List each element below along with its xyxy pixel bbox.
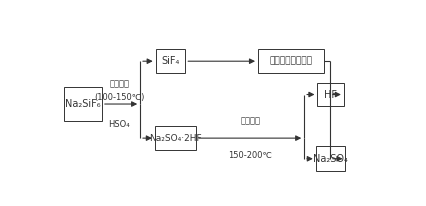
Text: Na₂SO₄·2HF: Na₂SO₄·2HF [149,134,202,143]
FancyBboxPatch shape [155,126,196,150]
FancyBboxPatch shape [258,49,324,74]
Text: HF: HF [324,90,337,99]
Text: 去综化、收集系统: 去综化、收集系统 [270,57,312,66]
Text: 加热反应: 加热反应 [109,79,130,88]
Text: Na₂SO₄: Na₂SO₄ [313,154,348,164]
FancyBboxPatch shape [64,87,102,122]
FancyBboxPatch shape [317,83,344,107]
Text: HSO₄: HSO₄ [109,120,130,129]
Text: 150-200℃: 150-200℃ [228,151,272,160]
Text: SiF₄: SiF₄ [161,56,180,66]
FancyBboxPatch shape [155,49,185,74]
Text: Na₂SiF₆: Na₂SiF₆ [65,99,101,109]
Text: (100-150℃): (100-150℃) [94,94,144,102]
Text: 加热反应: 加热反应 [240,116,260,125]
FancyBboxPatch shape [316,146,345,171]
